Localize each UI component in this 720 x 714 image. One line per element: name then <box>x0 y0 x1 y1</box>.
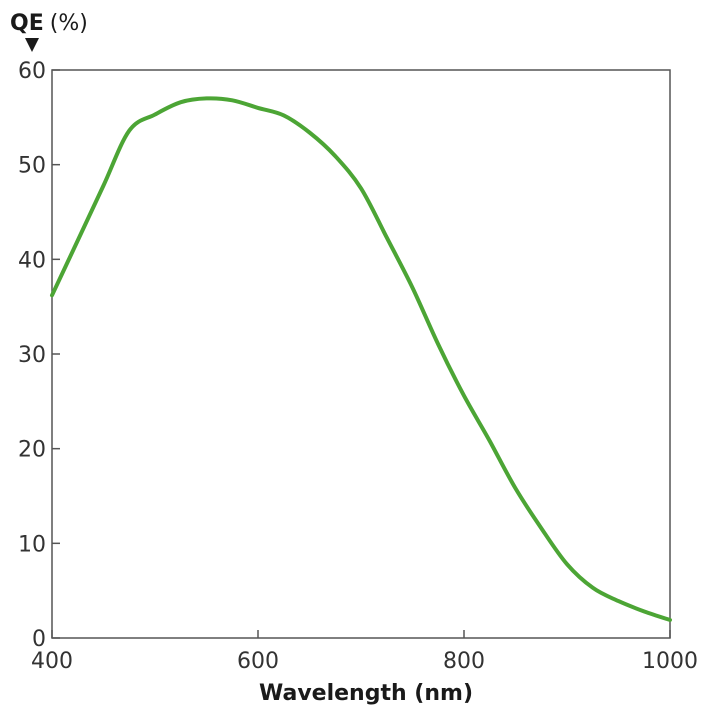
y-tick-label: 50 <box>18 154 46 179</box>
x-tick-label: 800 <box>443 649 485 674</box>
x-axis-title: Wavelength (nm) <box>259 681 473 706</box>
plot-frame <box>51 69 671 639</box>
y-tick-label: 40 <box>18 248 46 273</box>
y-axis-title-unit: (%) <box>50 11 88 36</box>
qe-curve <box>50 96 672 622</box>
y-tick-label: 60 <box>18 59 46 84</box>
y-axis-title-main: QE <box>10 11 44 36</box>
y-tick-label: 10 <box>18 532 46 557</box>
y-tick-label: 30 <box>18 343 46 368</box>
x-tick-label: 1000 <box>642 649 698 674</box>
x-axis: 400 600 800 1000 <box>31 630 698 674</box>
y-tick-label: 0 <box>32 627 46 652</box>
x-tick-label: 600 <box>237 649 279 674</box>
x-tick-label: 400 <box>31 649 73 674</box>
y-axis-title: QE (%) <box>10 11 88 36</box>
y-tick-label: 20 <box>18 438 46 463</box>
down-triangle-icon <box>25 38 39 52</box>
y-axis: 0 10 20 30 40 50 60 <box>18 59 60 652</box>
